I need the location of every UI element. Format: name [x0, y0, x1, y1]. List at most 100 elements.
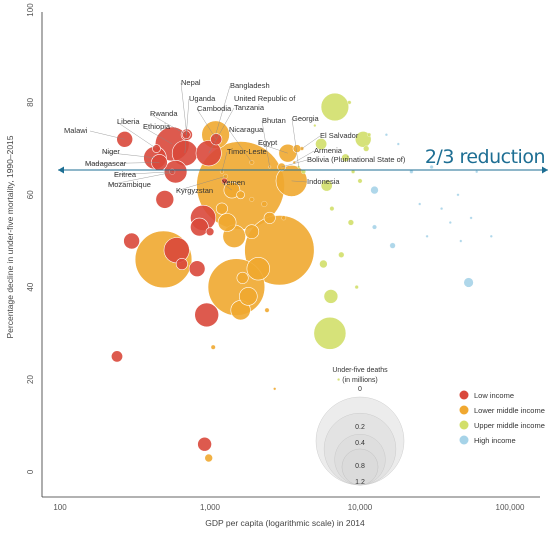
data-point: [292, 144, 302, 153]
label-leader-line: [184, 98, 190, 154]
data-point: [370, 185, 379, 195]
label-leader-line: [180, 82, 187, 135]
country-label: Uganda: [189, 94, 216, 103]
legend-label: High income: [474, 436, 516, 445]
size-legend-label: 0.2: [355, 424, 365, 431]
bubbles: [111, 92, 493, 463]
size-legend-circle: [341, 448, 379, 486]
country-label: Kyrgyzstan: [176, 186, 213, 195]
data-point: [418, 202, 422, 206]
label-leader-line: [101, 151, 156, 158]
y-tick-label: 40: [26, 282, 35, 291]
label-leader-line: [208, 107, 235, 154]
size-legend-label: 0.4: [355, 440, 365, 447]
data-point: [425, 234, 429, 238]
data-point: [155, 190, 175, 209]
data-point: [354, 131, 372, 148]
label-leader-line: [221, 182, 233, 191]
data-point: [236, 271, 249, 284]
country-label: Malawi: [64, 126, 88, 135]
country-label: Bhutan: [262, 116, 286, 125]
x-tick-label: 10,000: [348, 503, 373, 512]
data-point: [469, 216, 473, 220]
data-point: [263, 211, 276, 224]
data-point: [323, 289, 339, 304]
country-label: Eritrea: [114, 170, 137, 179]
data-point: [236, 190, 245, 200]
data-point: [217, 213, 237, 232]
country-label: Nicaragua: [229, 125, 264, 134]
y-axis-label: Percentage decline in under-five mortali…: [5, 135, 15, 338]
country-label: Rwanda: [150, 109, 178, 118]
data-point: [463, 277, 474, 288]
data-point: [261, 201, 268, 207]
data-point: [475, 170, 479, 174]
country-label: Mozambique: [108, 180, 151, 189]
label-leader-line: [175, 176, 226, 192]
data-point: [389, 242, 396, 249]
label-leader-line: [196, 108, 217, 140]
label-leader-line: [291, 118, 299, 168]
y-tick-label: 60: [26, 190, 35, 199]
label-leader-line: [281, 159, 308, 168]
label-leader-line: [228, 129, 252, 163]
label-leader-line: [215, 85, 231, 135]
data-point: [197, 436, 212, 452]
data-point: [347, 219, 354, 226]
label-leader-line: [294, 150, 315, 163]
legend-label: Upper middle income: [474, 421, 545, 430]
country-label: United Republic of: [234, 94, 296, 103]
label-leader-line: [107, 171, 176, 186]
country-label: Georgia: [292, 114, 320, 123]
color-legend: Low income Lower middle income Upper middl…: [459, 390, 545, 445]
x-tick-label: 100,000: [496, 503, 525, 512]
data-point: [363, 145, 370, 152]
data-point: [205, 227, 215, 236]
data-point: [396, 142, 400, 146]
size-legend-label: 0: [358, 386, 362, 393]
data-point: [313, 316, 347, 350]
y-tick-label: 0: [26, 469, 35, 474]
label-leader-line: [301, 135, 321, 149]
data-point: [163, 237, 190, 264]
data-point: [367, 132, 372, 137]
country-label: El Salvador: [320, 131, 359, 140]
data-point: [329, 206, 335, 211]
data-point: [429, 165, 434, 169]
size-legend-title: (in millions): [342, 377, 377, 384]
data-point: [372, 224, 377, 230]
y-tick-label: 80: [26, 97, 35, 106]
y-tick-label: 100: [26, 3, 35, 17]
data-point: [111, 350, 124, 363]
data-point: [204, 453, 213, 463]
data-point: [347, 100, 352, 105]
data-point: [281, 215, 287, 221]
data-point: [337, 378, 341, 381]
data-point: [440, 207, 444, 211]
country-label: Egypt: [258, 138, 278, 147]
data-point: [448, 221, 452, 224]
legend-label: Low income: [474, 391, 514, 400]
reference-line: 2/3 reduction: [58, 146, 548, 174]
country-label: Nepal: [181, 78, 201, 87]
label-leader-line: [84, 162, 160, 165]
label-leader-line: [261, 120, 270, 168]
data-point: [194, 302, 219, 328]
legend-swatch: [459, 420, 469, 430]
data-point: [341, 153, 350, 163]
country-label: Bangladesh: [230, 81, 270, 90]
data-point: [246, 257, 270, 281]
size-legend: 1.2 0.8 0.4 0.2 0 Under-five deaths (in millio…: [315, 367, 405, 486]
data-point: [315, 138, 328, 151]
country-label: Niger: [102, 147, 120, 156]
label-leader-line: [257, 142, 288, 154]
data-point: [175, 257, 188, 270]
data-point: [188, 260, 206, 278]
country-label: Madagascar: [85, 159, 127, 168]
data-point: [190, 217, 209, 237]
country-label: Indonesia: [307, 177, 340, 186]
data-point: [354, 285, 359, 290]
x-tick-label: 100: [53, 503, 67, 512]
label-leader-line: [221, 151, 228, 172]
